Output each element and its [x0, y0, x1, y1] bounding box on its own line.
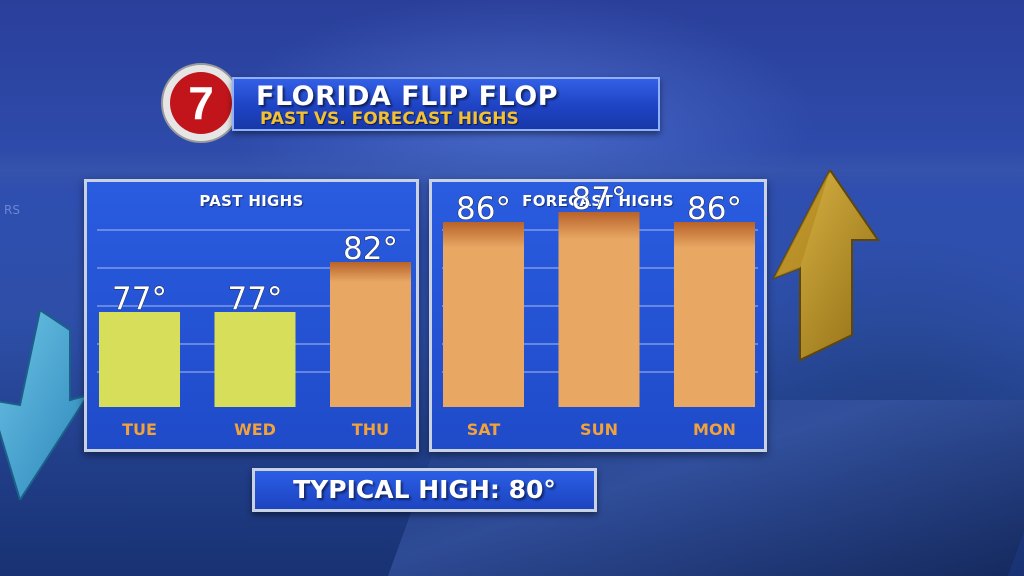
page-title: FLORIDA FLIP FLOP: [256, 81, 558, 112]
forecast-highs-title: FORECAST HIGHS: [522, 192, 674, 210]
day-label-thu: THU: [352, 420, 389, 439]
bar-mon: [674, 222, 755, 407]
logo-text: 7: [188, 77, 214, 129]
value-label-sun: 87°: [572, 182, 627, 217]
value-label-wed: 77°: [228, 281, 283, 317]
value-label-sat: 86°: [456, 191, 511, 227]
page-subtitle: PAST VS. FORECAST HIGHS: [260, 109, 519, 129]
day-label-mon: MON: [693, 420, 736, 439]
past-highs-panel: PAST HIGHS 77° TUE 77° WED 82° THU: [84, 179, 419, 452]
up-arrow-icon: [771, 170, 880, 362]
bar-sun: [558, 212, 640, 407]
day-label-wed: WED: [234, 420, 276, 439]
past-highs-chart: 77° TUE 77° WED 82° THU: [97, 229, 411, 439]
past-highs-title: PAST HIGHS: [199, 192, 304, 210]
day-label-sun: SUN: [580, 420, 618, 439]
forecast-highs-panel: FORECAST HIGHS 86° SAT 87° SUN 86° MON: [429, 179, 767, 452]
bar-tue: [99, 312, 180, 407]
bar-sat: [443, 222, 524, 407]
bar-wed: [214, 312, 296, 407]
down-arrow-icon: [0, 310, 90, 500]
forecast-highs-chart: 86° SAT 87° SUN 86° MON: [442, 182, 758, 439]
value-label-tue: 77°: [112, 281, 167, 317]
value-label-thu: 82°: [343, 231, 398, 267]
title-banner: FLORIDA FLIP FLOP PAST VS. FORECAST HIGH…: [232, 77, 660, 131]
day-label-tue: TUE: [122, 420, 157, 439]
channel-7-logo: 7: [161, 63, 241, 143]
background-decoration: RS: [4, 203, 20, 217]
bar-thu: [330, 262, 411, 407]
day-label-sat: SAT: [467, 420, 501, 439]
typical-high-box: TYPICAL HIGH: 80°: [252, 468, 597, 512]
value-label-mon: 86°: [687, 191, 742, 227]
